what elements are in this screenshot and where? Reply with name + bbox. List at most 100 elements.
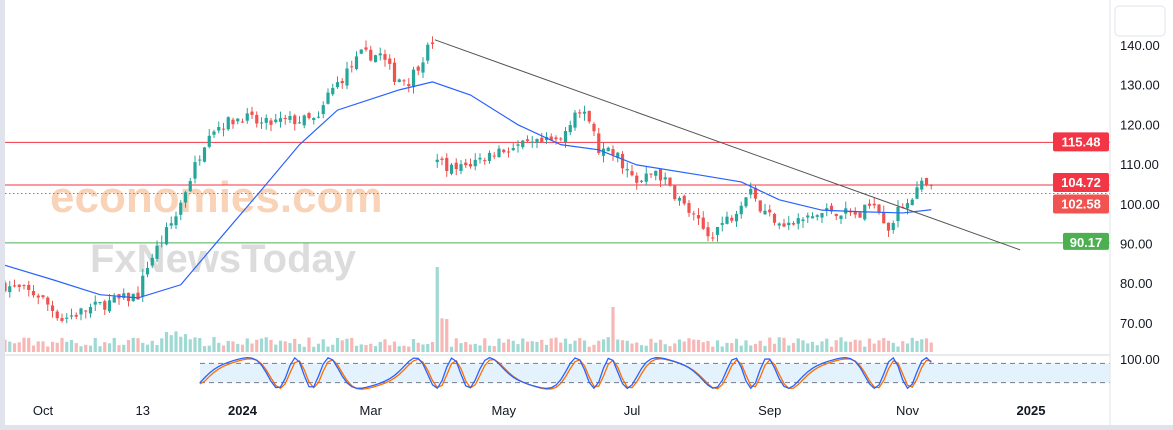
volume-bar: [535, 341, 539, 352]
candle: [302, 115, 306, 126]
candle: [445, 157, 449, 172]
volume-bar: [269, 339, 273, 352]
candle: [93, 301, 97, 305]
price-tick-label: 110.00: [1120, 157, 1159, 172]
volume-bar: [506, 339, 511, 352]
price-tick-label: 90.00: [1120, 237, 1153, 252]
price-tick-label: 140.00: [1120, 38, 1160, 53]
candle: [426, 44, 430, 61]
volume-bar: [255, 339, 259, 352]
volume-bar: [112, 337, 116, 352]
volume-bar: [217, 342, 221, 352]
candle: [711, 237, 715, 239]
volume-bar: [107, 343, 112, 352]
volume-bar: [744, 340, 748, 352]
volume-bar: [915, 340, 919, 352]
volume-bar: [924, 338, 929, 352]
level-tag-bg: [1053, 132, 1109, 152]
time-tick-label: Sep: [758, 403, 781, 418]
candle: [340, 81, 344, 84]
candle: [407, 84, 411, 87]
candle: [578, 112, 582, 114]
volume-bar: [411, 339, 416, 352]
candle: [763, 210, 767, 215]
candle: [316, 116, 321, 118]
volume-bar: [141, 342, 145, 352]
volume-bar: [763, 345, 767, 352]
volume-bar: [848, 341, 853, 352]
volume-bar: [516, 344, 520, 352]
candle: [179, 202, 183, 215]
settings-box[interactable]: [1114, 5, 1166, 37]
volume-bar: [93, 337, 97, 352]
trendline[interactable]: [434, 39, 1021, 251]
candle: [905, 203, 910, 209]
candle: [202, 147, 207, 162]
volume-bar: [639, 345, 644, 352]
volume-bar: [777, 337, 781, 352]
volume-bar: [359, 344, 363, 352]
volume-bar: [392, 341, 397, 352]
volume-bar: [549, 338, 553, 352]
volume-bar: [668, 346, 672, 352]
candle: [321, 105, 325, 115]
candles: [3, 36, 933, 324]
volume-bar: [183, 334, 188, 352]
candle: [739, 205, 743, 215]
volume-bar: [635, 342, 639, 352]
volume-bar: [687, 338, 691, 352]
candle: [787, 222, 791, 226]
price-axis[interactable]: 140.00 130.00 120.00 110.00 100.00 90.00 80.00…: [1120, 38, 1160, 331]
price-tick-label: 80.00: [1120, 276, 1153, 291]
volume-bar: [706, 340, 710, 352]
level-tag-bg: [1053, 173, 1109, 193]
volume-bar: [288, 343, 292, 352]
candle: [649, 173, 653, 175]
candle: [468, 163, 473, 167]
volume-bar: [877, 340, 881, 352]
candle: [283, 117, 287, 119]
volume-bar: [929, 342, 933, 352]
time-axis[interactable]: Oct 13 2024 Mar May Jul Sep Nov 2025: [33, 403, 1046, 418]
candle: [810, 216, 815, 219]
volume-bar: [198, 338, 202, 352]
candle: [435, 159, 439, 163]
time-tick-label: 13: [136, 403, 150, 418]
volume-bar: [806, 343, 810, 352]
candle: [174, 216, 178, 226]
candle: [41, 295, 45, 298]
candle: [193, 162, 197, 179]
candle: [530, 141, 534, 143]
volume-bar: [563, 338, 568, 352]
time-tick-label: 2024: [228, 403, 258, 418]
volume-bar: [179, 336, 183, 352]
candle: [293, 115, 297, 125]
volume-bar: [193, 337, 197, 352]
volume-bar: [587, 346, 591, 352]
candle: [920, 180, 924, 190]
candle: [886, 222, 891, 231]
candle: [730, 217, 734, 221]
volume-bar: [416, 342, 420, 352]
volume-bar: [758, 340, 762, 352]
level-tag-label: 102.58: [1061, 197, 1101, 212]
volume-bar: [867, 338, 872, 352]
level-tag-label: 115.48: [1061, 134, 1100, 149]
volume-bar: [468, 344, 473, 352]
candle: [758, 200, 762, 212]
candle: [79, 308, 83, 315]
volume-bar: [554, 337, 558, 352]
volume-bar: [150, 340, 154, 352]
volume-bar: [145, 344, 150, 352]
candle: [725, 216, 729, 224]
volume-bar: [383, 339, 387, 352]
volume-bar: [369, 343, 373, 352]
volume-bar: [302, 346, 306, 352]
candle: [31, 291, 36, 296]
level-tags: 115.48 104.72 102.58 90.17: [1053, 132, 1109, 250]
candle: [264, 117, 268, 123]
candle: [597, 133, 601, 153]
volume-bar: [449, 346, 454, 352]
